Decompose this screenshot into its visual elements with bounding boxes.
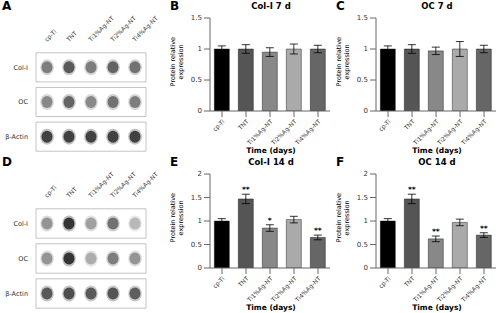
svg-text:0: 0 bbox=[364, 107, 368, 115]
html-text:D: D bbox=[2, 155, 12, 169]
svg-text:TNT: TNT bbox=[402, 118, 416, 132]
svg-text:cp-Ti: cp-Ti bbox=[211, 118, 227, 134]
svg-text:1.5: 1.5 bbox=[191, 194, 202, 202]
svg-text:cp-Ti: cp-Ti bbox=[43, 184, 59, 200]
svg-text:2: 2 bbox=[198, 170, 202, 178]
html-text:Time (days): Time (days) bbox=[412, 146, 462, 155]
svg-text:cp-Ti: cp-Ti bbox=[377, 118, 393, 134]
html-text:Protein relative expression: Protein relative expression bbox=[169, 193, 185, 243]
svg-text:cp-Ti: cp-Ti bbox=[211, 275, 227, 291]
svg-text:Ti4%Ag-NT: Ti4%Ag-NT bbox=[293, 118, 323, 145]
svg-text:0.5: 0.5 bbox=[191, 241, 202, 249]
svg-text:0.5: 0.5 bbox=[357, 241, 368, 249]
svg-text:Ti1%Ag-NT: Ti1%Ag-NT bbox=[86, 170, 115, 199]
svg-text:Ti1%Ag-NT: Ti1%Ag-NT bbox=[86, 14, 115, 43]
svg-text:1: 1 bbox=[198, 217, 202, 225]
svg-text:0.5: 0.5 bbox=[191, 76, 202, 84]
html-text:OC 14 d: OC 14 d bbox=[418, 157, 456, 167]
svg-text:Ti4%Ag-NT: Ti4%Ag-NT bbox=[459, 118, 489, 145]
svg-text:TNT: TNT bbox=[236, 118, 250, 132]
svg-text:Col-I: Col-I bbox=[13, 64, 28, 72]
html-text:B: B bbox=[170, 0, 180, 13]
svg-text:1: 1 bbox=[198, 45, 202, 53]
svg-text:Col-I: Col-I bbox=[13, 220, 28, 228]
svg-text:Ti4%Ag-NT: Ti4%Ag-NT bbox=[293, 275, 323, 302]
svg-text:2: 2 bbox=[364, 170, 368, 178]
html-text:Protein relative expression: Protein relative expression bbox=[169, 36, 185, 87]
svg-text:cp-Ti: cp-Ti bbox=[377, 275, 393, 291]
svg-text:0: 0 bbox=[364, 264, 368, 272]
svg-text:0: 0 bbox=[198, 107, 202, 115]
svg-text:OC: OC bbox=[18, 98, 28, 106]
svg-text:**: ** bbox=[314, 226, 322, 235]
svg-text:TNT: TNT bbox=[64, 185, 78, 199]
svg-text:TNT: TNT bbox=[236, 275, 250, 289]
html-text:A: A bbox=[2, 0, 12, 13]
svg-text:1: 1 bbox=[364, 45, 368, 53]
svg-text:β-Actin: β-Actin bbox=[8, 133, 28, 141]
svg-text:cp-Ti: cp-Ti bbox=[43, 28, 59, 44]
html-text:Time (days): Time (days) bbox=[246, 146, 296, 155]
html-text:OC 7 d: OC 7 d bbox=[421, 1, 453, 11]
html-text:Col-I 14 d: Col-I 14 d bbox=[248, 157, 294, 167]
html-text:E: E bbox=[170, 155, 179, 169]
svg-text:TNT: TNT bbox=[64, 29, 78, 43]
svg-text:**: ** bbox=[408, 185, 416, 194]
svg-text:1: 1 bbox=[364, 217, 368, 225]
svg-text:Ti2%Ag-NT: Ti2%Ag-NT bbox=[108, 170, 137, 199]
svg-text:Ti4%Ag-NT: Ti4%Ag-NT bbox=[459, 275, 489, 302]
svg-text:Ti2%Ag-NT: Ti2%Ag-NT bbox=[108, 14, 137, 43]
html-text:Time (days): Time (days) bbox=[246, 303, 296, 312]
svg-text:**: ** bbox=[242, 185, 250, 194]
html-text:Protein relative expression: Protein relative expression bbox=[335, 36, 351, 87]
svg-text:1.5: 1.5 bbox=[191, 14, 202, 22]
svg-text:TNT: TNT bbox=[402, 275, 416, 289]
svg-text:0.5: 0.5 bbox=[357, 76, 368, 84]
svg-text:Ti4%Ag-NT: Ti4%Ag-NT bbox=[130, 170, 160, 200]
svg-text:**: ** bbox=[480, 224, 488, 233]
html-text:Time (days): Time (days) bbox=[412, 303, 462, 312]
html-text:Protein relative expression: Protein relative expression bbox=[335, 193, 351, 243]
svg-text:OC: OC bbox=[18, 255, 28, 263]
html-text:C: C bbox=[336, 0, 345, 13]
svg-text:*: * bbox=[268, 216, 272, 225]
svg-text:**: ** bbox=[432, 227, 440, 236]
html-text:F: F bbox=[336, 155, 345, 169]
svg-text:β-Actin: β-Actin bbox=[8, 290, 28, 298]
svg-text:1.5: 1.5 bbox=[357, 14, 368, 22]
html-text:Col-I 7 d: Col-I 7 d bbox=[251, 1, 291, 11]
svg-text:Ti4%Ag-NT: Ti4%Ag-NT bbox=[130, 14, 160, 44]
svg-text:0: 0 bbox=[198, 264, 202, 272]
svg-text:1.5: 1.5 bbox=[357, 194, 368, 202]
